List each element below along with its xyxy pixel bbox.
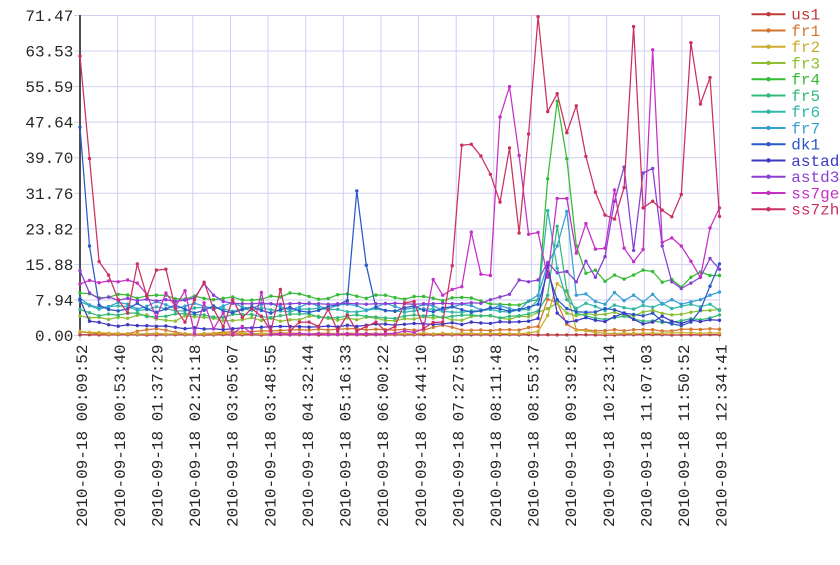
svg-text:2010-09-18 03:48:55: 2010-09-18 03:48:55 — [262, 345, 280, 527]
svg-text:0.00: 0.00 — [35, 328, 73, 346]
svg-text:39.70: 39.70 — [25, 150, 73, 168]
svg-text:2010-09-18 01:37:29: 2010-09-18 01:37:29 — [149, 345, 167, 527]
svg-text:63.53: 63.53 — [25, 44, 73, 62]
svg-text:71.47: 71.47 — [25, 8, 73, 26]
svg-text:55.59: 55.59 — [25, 79, 73, 97]
svg-text:fr2: fr2 — [791, 39, 820, 57]
svg-text:astad: astad — [791, 153, 839, 171]
svg-text:2010-09-18 11:07:03: 2010-09-18 11:07:03 — [638, 345, 656, 527]
svg-text:fr1: fr1 — [791, 23, 820, 41]
svg-text:2010-09-18 08:55:37: 2010-09-18 08:55:37 — [526, 345, 544, 527]
svg-text:2010-09-18 05:16:33: 2010-09-18 05:16:33 — [338, 345, 356, 527]
svg-text:2010-09-18 10:23:14: 2010-09-18 10:23:14 — [601, 345, 619, 527]
svg-text:15.88: 15.88 — [25, 257, 73, 275]
svg-text:us1: us1 — [791, 7, 820, 25]
svg-text:fr4: fr4 — [791, 72, 820, 90]
svg-text:2010-09-18 12:34:41: 2010-09-18 12:34:41 — [714, 345, 732, 527]
svg-text:2010-09-18 08:11:48: 2010-09-18 08:11:48 — [488, 345, 506, 527]
svg-text:fr5: fr5 — [791, 88, 820, 106]
svg-text:astd3: astd3 — [791, 169, 839, 187]
svg-text:ss7zh: ss7zh — [791, 202, 839, 220]
svg-text:2010-09-18 06:00:22: 2010-09-18 06:00:22 — [375, 345, 393, 527]
svg-text:2010-09-18 02:21:18: 2010-09-18 02:21:18 — [187, 345, 205, 527]
svg-text:fr7: fr7 — [791, 120, 820, 138]
svg-text:7.94: 7.94 — [35, 292, 73, 310]
svg-text:2010-09-18 06:44:10: 2010-09-18 06:44:10 — [413, 345, 431, 527]
svg-text:ss7ge: ss7ge — [791, 185, 839, 203]
svg-text:31.76: 31.76 — [25, 186, 73, 204]
svg-text:2010-09-18 00:09:52: 2010-09-18 00:09:52 — [74, 345, 92, 527]
svg-text:23.82: 23.82 — [25, 221, 73, 239]
svg-text:dk1: dk1 — [791, 137, 820, 155]
svg-text:fr3: fr3 — [791, 55, 820, 73]
svg-text:fr6: fr6 — [791, 104, 820, 122]
svg-text:2010-09-18 03:05:07: 2010-09-18 03:05:07 — [225, 345, 243, 527]
svg-text:47.64: 47.64 — [25, 115, 73, 133]
svg-text:2010-09-18 04:32:44: 2010-09-18 04:32:44 — [300, 345, 318, 527]
svg-text:2010-09-18 07:27:59: 2010-09-18 07:27:59 — [450, 345, 468, 527]
svg-text:2010-09-18 11:50:52: 2010-09-18 11:50:52 — [676, 345, 694, 527]
svg-text:2010-09-18 09:39:25: 2010-09-18 09:39:25 — [563, 345, 581, 527]
svg-text:2010-09-18 00:53:40: 2010-09-18 00:53:40 — [112, 345, 130, 527]
